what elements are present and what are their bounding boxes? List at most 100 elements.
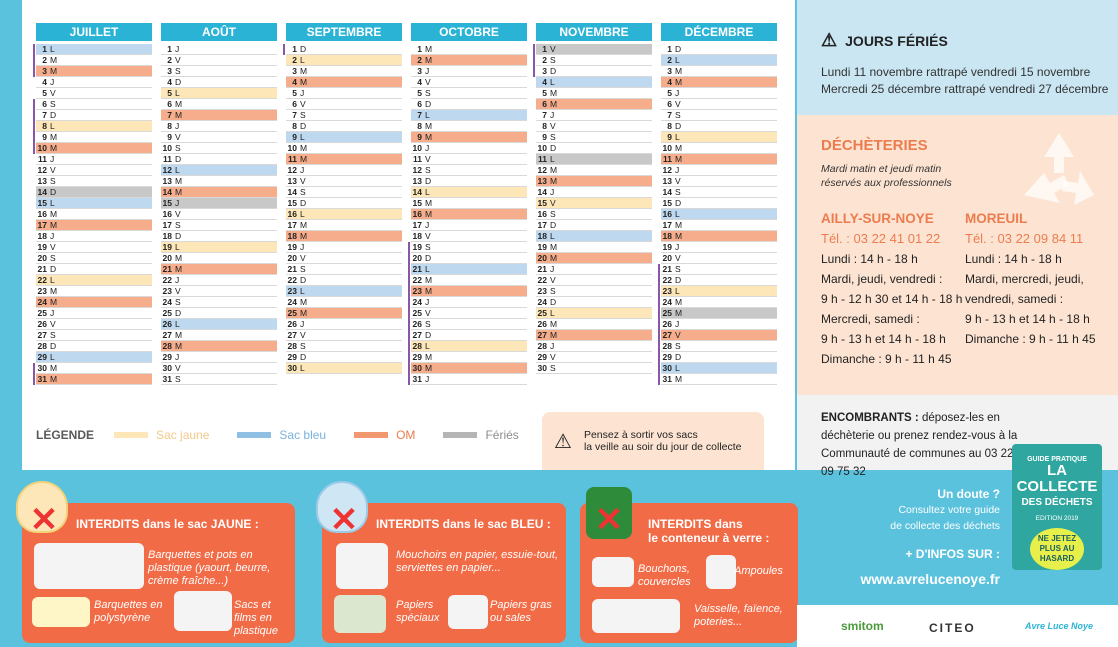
card-title-line2: le conteneur à verre : xyxy=(648,531,770,545)
day-letter: J xyxy=(175,275,180,285)
day-number: 14 xyxy=(537,187,547,197)
day-letter: D xyxy=(50,110,57,120)
day-letter: M xyxy=(675,143,683,153)
day-number: 15 xyxy=(162,198,172,208)
day-letter: S xyxy=(675,341,681,351)
day-letter: V xyxy=(425,308,431,318)
day-letter: S xyxy=(175,220,181,230)
day-number: 10 xyxy=(662,143,672,153)
day-number: 8 xyxy=(667,121,672,131)
forbidden-x-icon: ✕ xyxy=(594,501,624,539)
day-row: 10 M xyxy=(661,143,777,154)
day-number: 13 xyxy=(162,176,172,186)
website-link[interactable]: www.avrelucenoye.fr xyxy=(860,571,1000,587)
lightbulb-image xyxy=(706,555,736,589)
day-row: 31 M xyxy=(33,374,152,385)
dechetteries-note1: Mardi matin et jeudi matin xyxy=(821,163,942,175)
month-column: DÉCEMBRE 1 D 2 L 3 M 4 M 5 J 6 V 7 S 8 D 9 L 10 M 11 M 12 J 13 V 14… xyxy=(658,23,777,385)
day-letter: L xyxy=(300,209,305,219)
day-letter: S xyxy=(550,55,556,65)
day-letter: S xyxy=(300,110,306,120)
day-letter: M xyxy=(300,66,308,76)
day-number: 9 xyxy=(417,132,422,142)
day-number: 20 xyxy=(537,253,547,263)
day-row: 30 L xyxy=(658,363,777,374)
day-row: 20 M xyxy=(161,253,277,264)
day-row: 16 V xyxy=(161,209,277,220)
card-sac-bleu: ✕ INTERDITS dans le sac BLEU : Mouchoirs… xyxy=(316,481,566,643)
day-row: 17 M xyxy=(36,220,152,231)
day-number: 19 xyxy=(287,242,297,252)
day-letter: M xyxy=(50,374,58,384)
day-number: 11 xyxy=(38,154,47,164)
day-row: 23 L xyxy=(286,286,402,297)
day-letter: M xyxy=(550,176,558,186)
day-letter: L xyxy=(550,154,555,164)
day-number: 4 xyxy=(542,77,547,87)
day-letter: V xyxy=(550,352,556,362)
day-row: 21 J xyxy=(536,264,652,275)
site-tel[interactable]: Tél. : 03 22 41 01 22 xyxy=(821,231,941,246)
day-letter: J xyxy=(425,220,430,230)
day-row: 25 M xyxy=(658,308,777,319)
day-number: 26 xyxy=(412,319,422,329)
day-letter: J xyxy=(550,187,555,197)
day-number: 4 xyxy=(292,77,297,87)
day-letter: D xyxy=(425,99,432,109)
day-row: 10 M xyxy=(33,143,152,154)
day-row: 10 J xyxy=(411,143,527,154)
legend-label-jaune: Sac jaune xyxy=(156,428,210,442)
day-letter: M xyxy=(550,242,558,252)
day-letter: L xyxy=(175,319,180,329)
cc-logo: Avre Luce Noye xyxy=(1025,621,1094,631)
day-number: 23 xyxy=(162,286,172,296)
day-number: 6 xyxy=(292,99,297,109)
day-number: 27 xyxy=(412,330,422,340)
day-number: 10 xyxy=(412,143,422,153)
day-row: 24 D xyxy=(536,297,652,308)
day-letter: L xyxy=(175,88,180,98)
day-row: 10 S xyxy=(161,143,277,154)
site-tel[interactable]: Tél. : 03 22 09 84 11 xyxy=(965,231,1084,246)
holidays-panel: ⚠ JOURS FÉRIÉS Lundi 11 novembre rattrap… xyxy=(797,0,1118,115)
day-number: 19 xyxy=(537,242,547,252)
legend-label-feries: Fériés xyxy=(485,428,519,442)
dechetteries-note: Mardi matin et jeudi matin réservés aux … xyxy=(821,162,952,190)
day-letter: S xyxy=(175,143,181,153)
site-moreuil: MOREUIL Tél. : 03 22 09 84 11 Lundi : 14… xyxy=(965,209,1096,349)
day-number: 21 xyxy=(37,264,47,274)
day-row: 11 V xyxy=(411,154,527,165)
day-row: 20 D xyxy=(408,253,527,264)
day-row: 27 M xyxy=(161,330,277,341)
day-number: 11 xyxy=(413,154,422,164)
card-item: Bouchons, couvercles xyxy=(638,563,691,588)
day-letter: M xyxy=(175,253,183,263)
day-letter: M xyxy=(550,330,558,340)
day-row: 10 M xyxy=(286,143,402,154)
day-letter: J xyxy=(50,77,55,87)
day-letter: M xyxy=(425,363,433,373)
card-item: Mouchoirs en papier, essuie-tout, servie… xyxy=(396,549,559,574)
day-number: 13 xyxy=(287,176,297,186)
day-number: 23 xyxy=(412,286,422,296)
forbidden-x-icon: ✕ xyxy=(329,501,359,539)
day-number: 6 xyxy=(417,99,422,109)
legend-swatch-feries xyxy=(443,432,478,438)
day-letter: M xyxy=(550,253,558,263)
day-number: 12 xyxy=(287,165,297,175)
day-number: 19 xyxy=(412,242,422,252)
day-number: 28 xyxy=(287,341,297,351)
card-title: INTERDITS dans le sac BLEU : xyxy=(376,517,551,531)
day-number: 26 xyxy=(162,319,172,329)
site-name: AILLY-SUR-NOYE xyxy=(821,211,934,226)
